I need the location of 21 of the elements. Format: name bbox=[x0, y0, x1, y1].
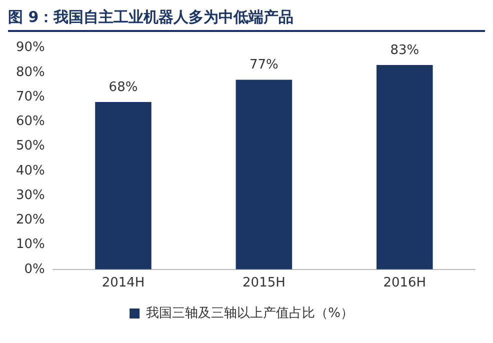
y-tick-label: 80% bbox=[16, 64, 45, 80]
x-tick-label: 2015H bbox=[242, 276, 286, 291]
legend-label: 我国三轴及三轴以上产值占比（%） bbox=[146, 306, 354, 321]
y-tick-label: 60% bbox=[16, 114, 45, 130]
y-tick-label: 0% bbox=[24, 262, 45, 277]
y-tick-label: 90% bbox=[16, 40, 45, 56]
data-label: 77% bbox=[249, 58, 278, 73]
y-tick-label: 10% bbox=[16, 237, 45, 252]
data-label: 83% bbox=[390, 42, 420, 58]
y-tick-label: 50% bbox=[16, 138, 45, 154]
x-tick-label: 2014H bbox=[102, 276, 145, 291]
y-tick-label: 70% bbox=[16, 89, 45, 104]
bar bbox=[236, 80, 292, 270]
chart-title: 图 9：我国自主工业机器人多为中低端产品 bbox=[8, 8, 485, 32]
y-tick-label: 20% bbox=[16, 212, 45, 228]
data-label: 68% bbox=[108, 80, 138, 95]
x-tick-label: 2016H bbox=[383, 276, 426, 291]
y-tick-label: 40% bbox=[16, 163, 45, 178]
bar bbox=[95, 102, 152, 270]
bar bbox=[376, 65, 433, 270]
y-tick-label: 30% bbox=[16, 188, 45, 203]
